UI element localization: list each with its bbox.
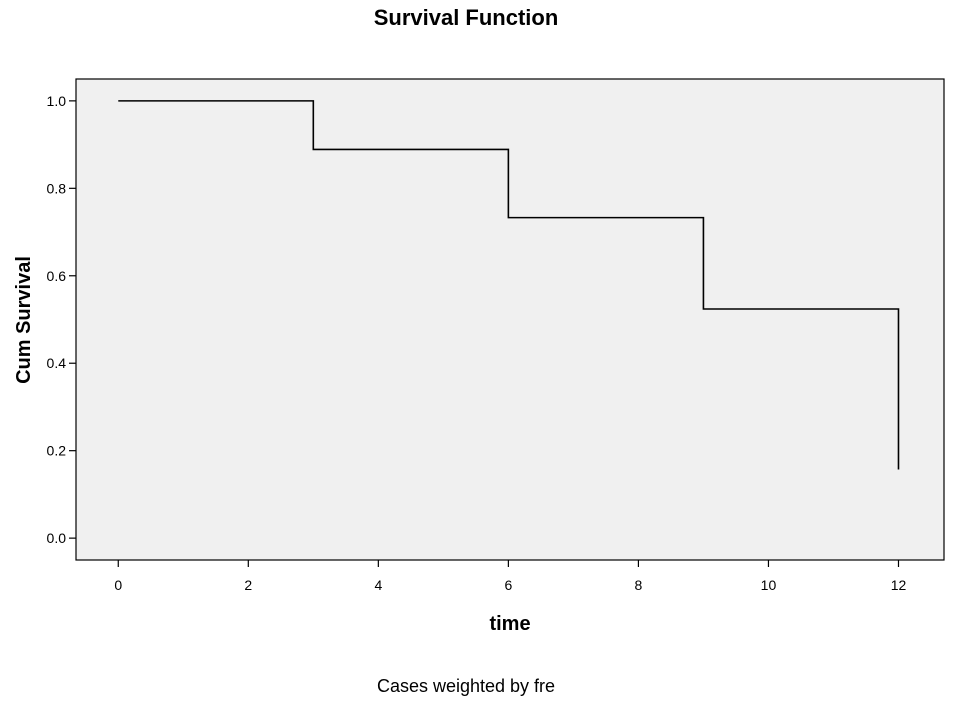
y-tick-label: 1.0 — [47, 93, 67, 109]
x-tick-label: 10 — [761, 577, 777, 593]
x-tick-label: 0 — [114, 577, 122, 593]
footnote: Cases weighted by fre — [377, 676, 555, 696]
series-layer — [118, 100, 900, 470]
plot-area — [75, 78, 945, 561]
x-axis: 0 2 4 6 8 10 12 — [114, 560, 906, 593]
x-axis-title: time — [489, 613, 530, 635]
x-tick-label: 6 — [504, 577, 512, 593]
x-tick-label: 12 — [891, 577, 907, 593]
survival-step-line — [118, 100, 900, 470]
y-tick-label: 0.0 — [47, 530, 67, 546]
y-axis-title: Cum Survival — [13, 256, 35, 384]
y-tick-label: 0.2 — [47, 443, 67, 459]
y-axis: 0.0 0.2 0.4 0.6 0.8 1.0 — [47, 93, 76, 546]
x-tick-label: 8 — [635, 577, 643, 593]
x-tick-label: 2 — [244, 577, 252, 593]
y-tick-label: 0.6 — [47, 268, 67, 284]
chart-title: Survival Function — [374, 5, 559, 30]
x-tick-label: 4 — [374, 577, 382, 593]
y-tick-label: 0.4 — [47, 355, 67, 371]
y-tick-label: 0.8 — [47, 180, 67, 196]
